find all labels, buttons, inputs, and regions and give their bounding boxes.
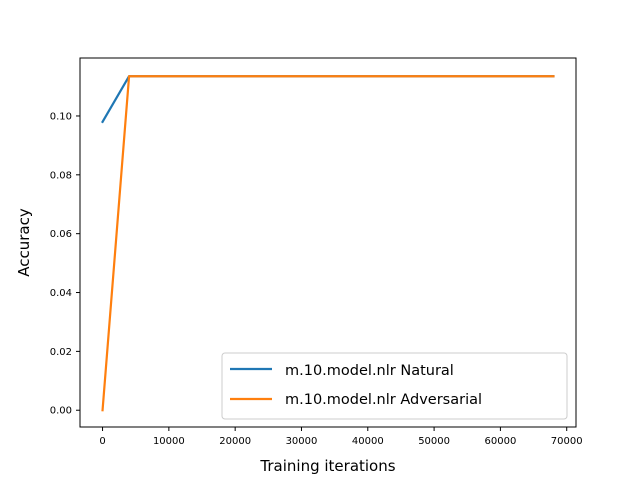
x-tick-label: 60000 — [485, 436, 517, 447]
y-tick-label: 0.08 — [50, 170, 72, 181]
x-tick-label: 50000 — [418, 436, 450, 447]
series-line-0 — [101, 75, 555, 124]
legend-box — [221, 352, 568, 420]
x-tick-label: 0 — [99, 436, 105, 447]
legend-label-adversarial: m.10.model.nlr Adversarial — [285, 392, 482, 408]
y-axis-label: Accuracy — [15, 208, 33, 277]
y-axis-ticks: 0.00 0.02 0.04 0.06 0.08 0.10 — [50, 111, 80, 417]
plot-area-frame — [79, 57, 577, 428]
legend-label-natural: m.10.model.nlr Natural — [285, 363, 454, 379]
x-tick-label: 20000 — [219, 436, 251, 447]
y-tick-label: 0.00 — [50, 406, 72, 417]
x-tick-label: 10000 — [153, 436, 185, 447]
y-tick-label: 0.10 — [50, 111, 72, 122]
y-tick-label: 0.06 — [50, 229, 72, 240]
y-tick-label: 0.02 — [50, 347, 72, 358]
y-tick-label: 0.04 — [50, 288, 72, 299]
x-axis-ticks: 0 10000 20000 30000 40000 50000 60000 70000 — [99, 427, 583, 447]
x-tick-label: 70000 — [551, 436, 583, 447]
series-layer — [101, 75, 555, 412]
x-tick-label: 30000 — [286, 436, 318, 447]
legend: m.10.model.nlr Natural m.10.model.nlr Ad… — [221, 352, 568, 420]
x-axis-label: Training iterations — [259, 457, 395, 475]
series-line-1 — [101, 75, 555, 412]
x-tick-label: 40000 — [352, 436, 384, 447]
